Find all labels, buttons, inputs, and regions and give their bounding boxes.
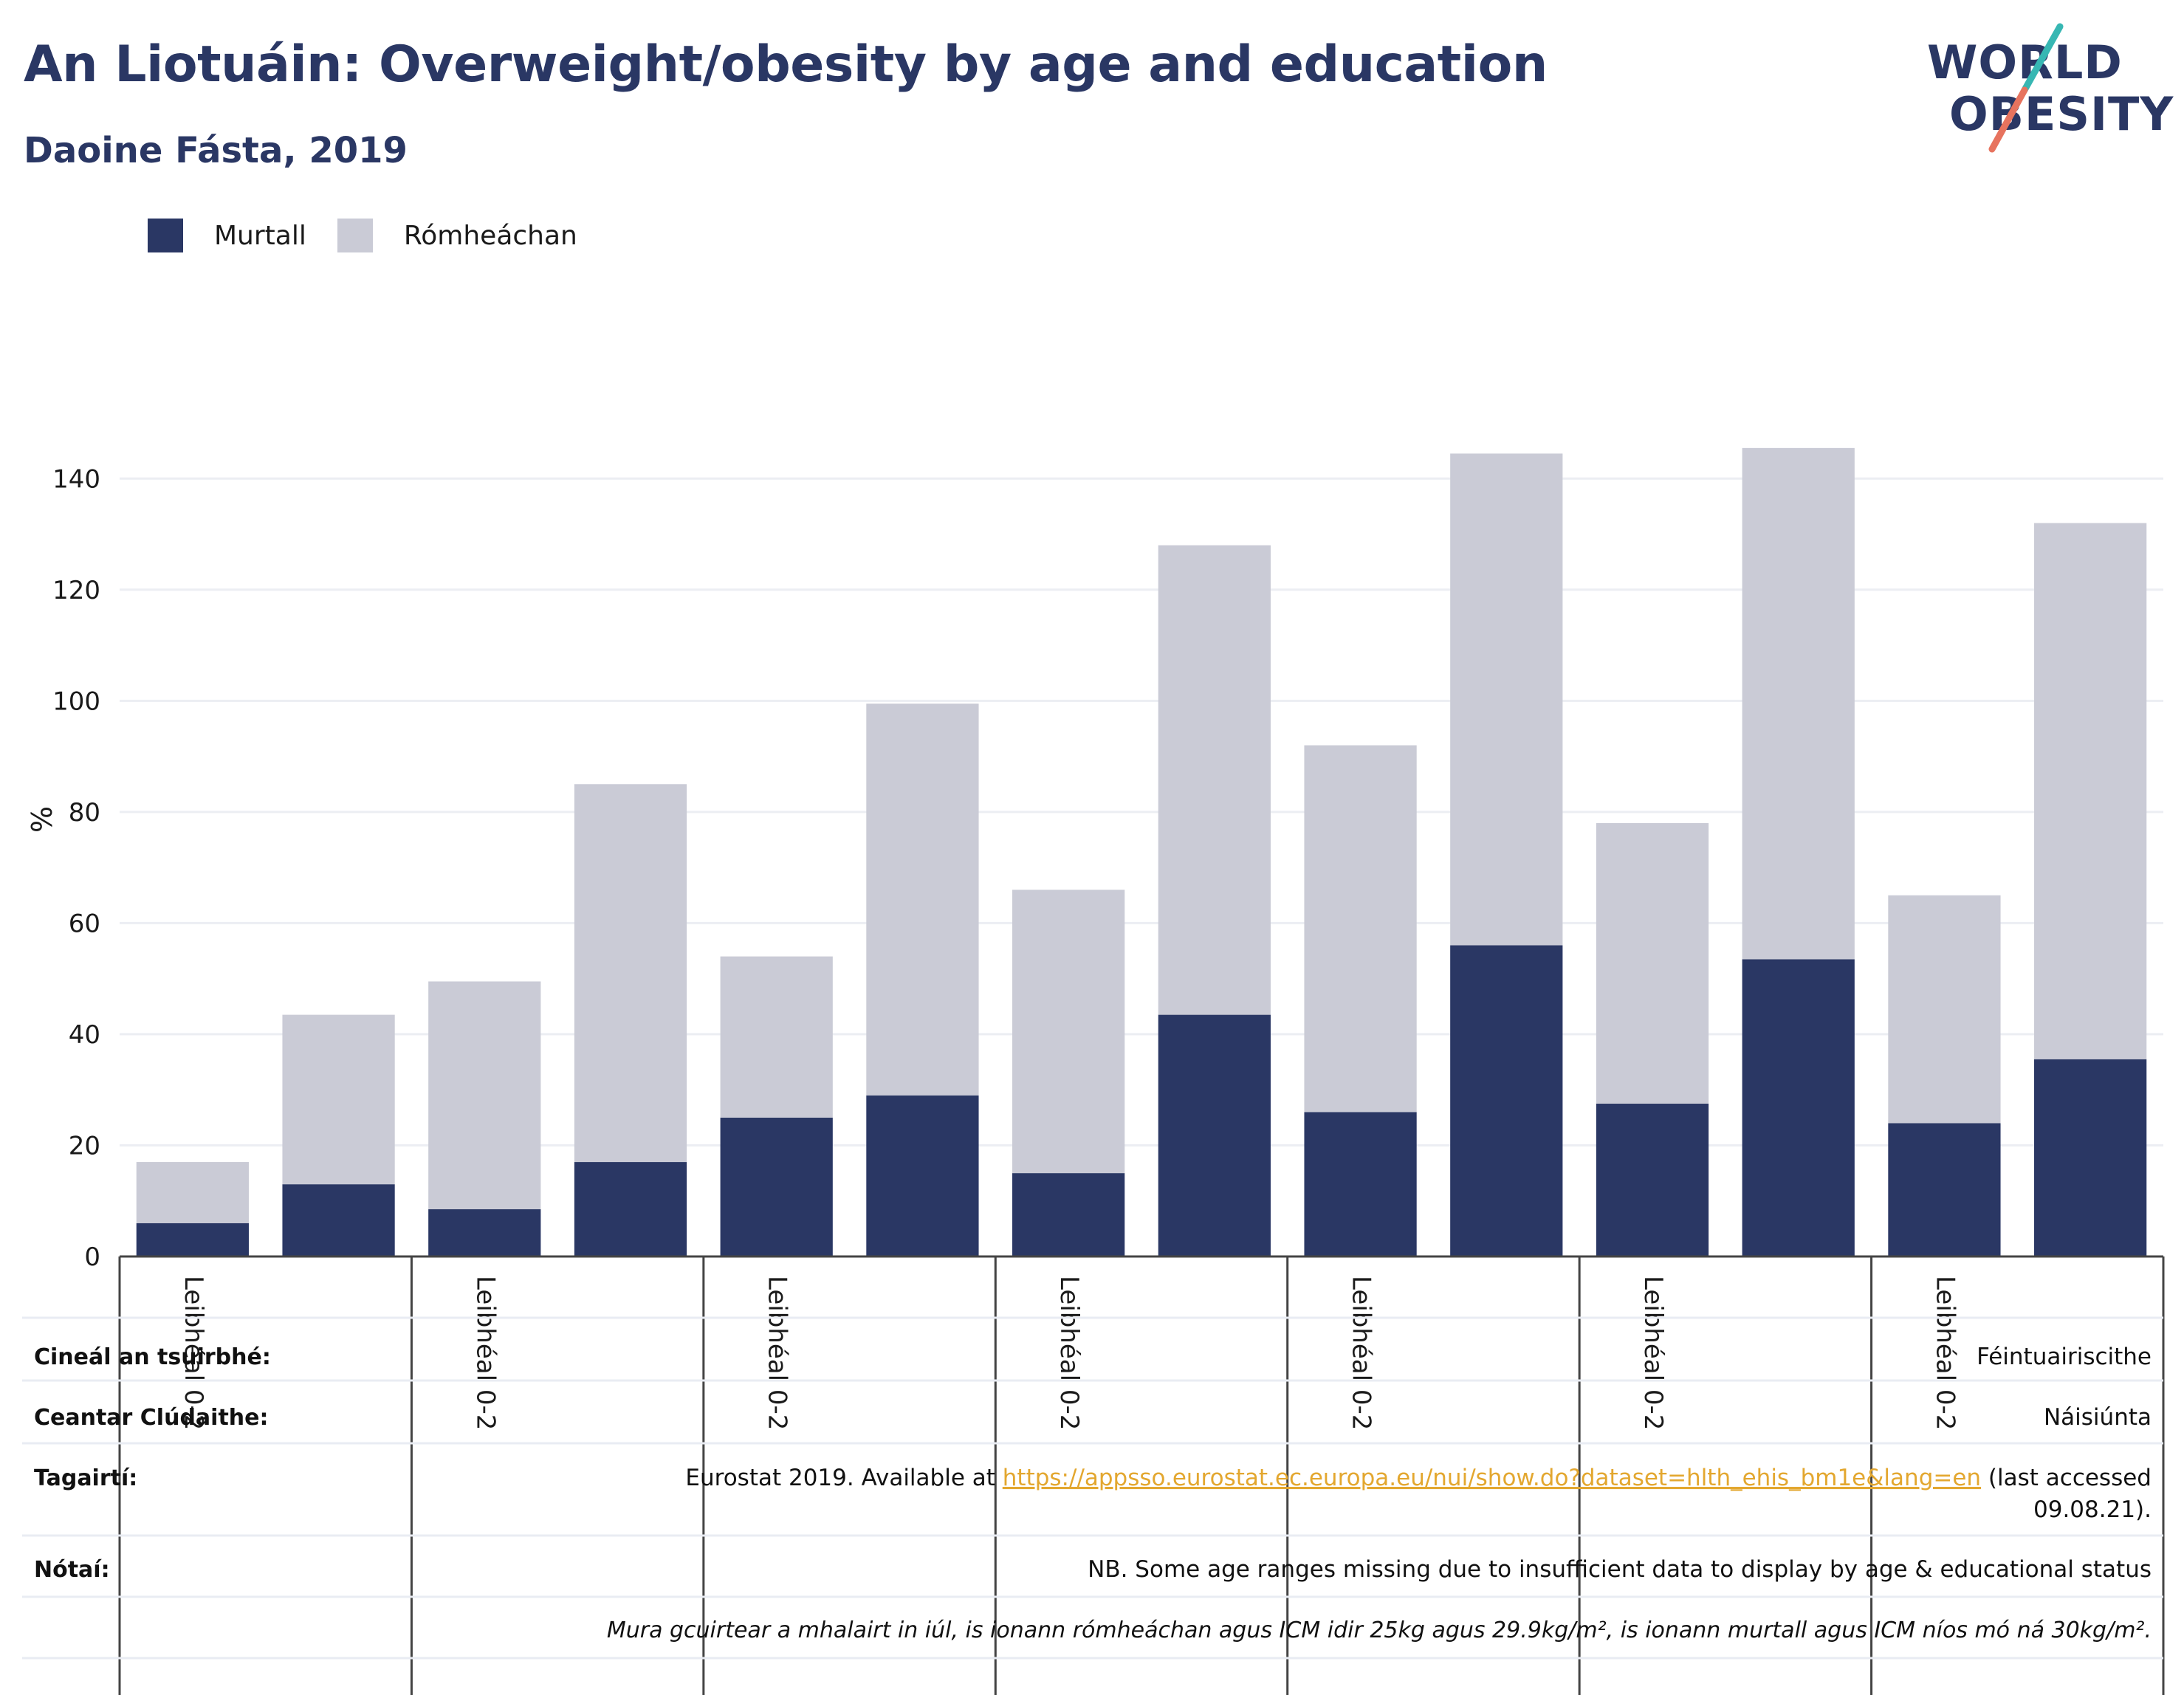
bar-romheachan[interactable] [866,704,979,1096]
y-tick-label: 100 [52,687,100,716]
x-category-label: Leibhéal 0-2 [470,1276,500,1430]
logo-slash-icon [1988,23,2064,153]
notes-label: Nótaí: [34,1557,110,1583]
bar-murtall[interactable] [1596,1104,1709,1256]
chart-subtitle: Daoine Fásta, 2019 [24,130,408,171]
bar-murtall[interactable] [866,1095,979,1256]
y-tick-label: 140 [52,464,100,494]
bar-romheachan[interactable] [136,1162,249,1223]
bar-romheachan[interactable] [428,981,541,1210]
x-category-label: Leibhéal 0-2 [1930,1276,1960,1430]
bar-murtall[interactable] [1888,1123,2001,1256]
bar-murtall[interactable] [428,1209,541,1256]
legend-item-romheachan[interactable]: Rómheáchan [337,219,577,252]
bar-romheachan[interactable] [1304,745,1417,1113]
legend: Murtall Rómheáchan [148,219,608,252]
bar-murtall[interactable] [1304,1112,1417,1256]
bar-murtall[interactable] [1742,959,1855,1256]
bar-romheachan[interactable] [1596,822,1709,1104]
y-tick-label: 40 [69,1020,100,1050]
y-tick-label: 0 [84,1242,100,1272]
y-axis-label: % [26,806,58,833]
chart-title: An Liotuáin: Overweight/obesity by age a… [24,35,1548,94]
y-axis-ticks: 0 20 40 60 80 100 120 140 [52,464,100,1272]
bar-romheachan[interactable] [1888,895,2001,1124]
references-prefix: Eurostat 2019. Available at [685,1465,1002,1491]
notes-value: NB. Some age ranges missing due to insuf… [1088,1556,2152,1583]
y-tick-label: 20 [69,1131,100,1161]
x-category-label: Leibhéal 0-2 [1347,1276,1376,1430]
bar-murtall[interactable] [282,1184,395,1256]
bar-romheachan[interactable] [1012,890,1125,1174]
bars [136,447,2147,1256]
x-axis: Leibhéal 0-2 Leibhéal 0-2 Leibhéal 0-2 Leib… [118,1255,2165,1695]
x-category-label: Leibhéal 0-2 [1638,1276,1668,1430]
world-obesity-logo: WORLD OBESITY [1927,22,2174,155]
x-category-label: Leibhéal 0-2 [179,1276,208,1430]
legend-item-murtall[interactable]: Murtall [148,219,306,252]
coverage-value: Náisiúnta [2044,1404,2152,1431]
x-category-label: Leibhéal 0-2 [1054,1276,1084,1430]
logo-word-world: WORLD [1927,35,2123,89]
bar-murtall[interactable] [720,1117,833,1256]
references-suffix: (last accessed [1981,1465,2152,1491]
bar-romheachan[interactable] [574,784,687,1163]
coverage-label: Ceantar Clúdaithe: [34,1405,269,1431]
survey-type-label: Cineál an tsuirbhé: [34,1344,271,1370]
references-link[interactable]: https://appsso.eurostat.ec.europa.eu/nui… [1003,1465,1981,1491]
bar-romheachan[interactable] [1158,545,1271,1015]
references-line: Eurostat 2019. Available at https://apps… [685,1465,2152,1491]
legend-label-murtall: Murtall [214,220,306,251]
references-label: Tagairtí: [34,1465,137,1491]
bar-romheachan[interactable] [1742,447,1855,960]
metadata-table: Cineál an tsuirbhé: Féintuairiscithe Cea… [22,1316,2163,1660]
references-date: 09.08.21). [2033,1496,2152,1523]
definition-note: Mura gcuirtear a mhalairt in iúl, is ion… [607,1617,2152,1643]
legend-swatch-romheachan [337,219,373,252]
survey-type-value: Féintuairiscithe [1977,1344,2152,1370]
legend-label-romheachan: Rómheáchan [403,220,577,251]
y-tick-label: 60 [69,909,100,938]
bar-romheachan[interactable] [2034,523,2147,1059]
bar-romheachan[interactable] [282,1014,395,1185]
legend-swatch-murtall [148,219,183,252]
gridlines [120,477,2163,1258]
bar-murtall[interactable] [136,1223,249,1256]
x-category-label: Leibhéal 0-2 [763,1276,792,1430]
bar-murtall[interactable] [1012,1173,1125,1256]
bar-murtall[interactable] [574,1162,687,1256]
bar-murtall[interactable] [1450,945,1563,1256]
bar-romheachan[interactable] [1450,453,1563,946]
bar-murtall[interactable] [2034,1059,2147,1256]
y-tick-label: 80 [69,798,100,828]
bar-romheachan[interactable] [720,956,833,1118]
logo-word-obesity: OBESITY [1949,87,2174,141]
bar-murtall[interactable] [1158,1014,1271,1256]
y-tick-label: 120 [52,576,100,605]
